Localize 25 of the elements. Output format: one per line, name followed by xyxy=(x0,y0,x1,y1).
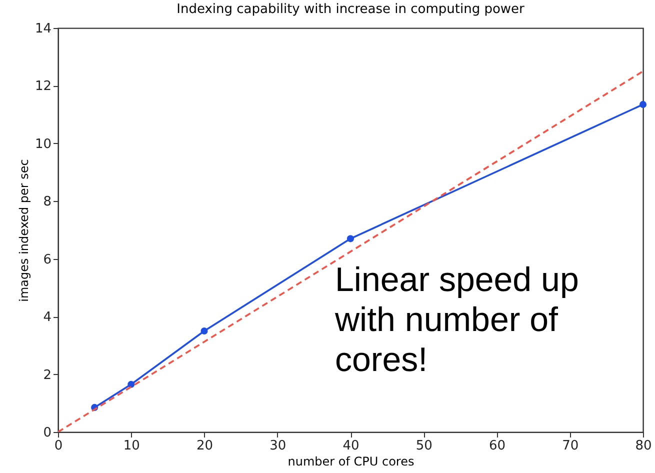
x-axis-title: number of CPU cores xyxy=(288,454,414,468)
point xyxy=(128,380,135,388)
y-tick-label: 14 xyxy=(34,22,52,36)
x-tick-label: 80 xyxy=(635,438,652,454)
chart-title: Indexing capability with increase in computing power xyxy=(176,2,526,17)
y-tick-label: 0 xyxy=(43,426,52,440)
point xyxy=(346,235,354,242)
x-tick-label: 10 xyxy=(123,438,140,454)
y-tick-label: 2 xyxy=(43,368,52,383)
annotation: Linear speed up with number of cores! xyxy=(334,261,579,379)
point xyxy=(200,327,208,335)
x-tick-label: 0 xyxy=(54,438,63,454)
y-tick-label: 12 xyxy=(34,79,52,94)
x-tick-label: 30 xyxy=(270,438,286,454)
x-tick-label: 50 xyxy=(416,438,432,454)
x-tick-label: 60 xyxy=(488,438,506,454)
y-axis-title: images indexed per sec xyxy=(16,159,31,302)
y-tick-label: 6 xyxy=(43,252,52,268)
point xyxy=(639,100,647,108)
x-tick-label: 40 xyxy=(342,438,360,454)
y-tick-label: 8 xyxy=(43,194,52,210)
x-tick-label: 20 xyxy=(196,438,214,454)
x-tick-label: 70 xyxy=(562,438,579,454)
y-tick-label: 4 xyxy=(43,310,52,326)
y-tick-label: 10 xyxy=(34,136,52,152)
